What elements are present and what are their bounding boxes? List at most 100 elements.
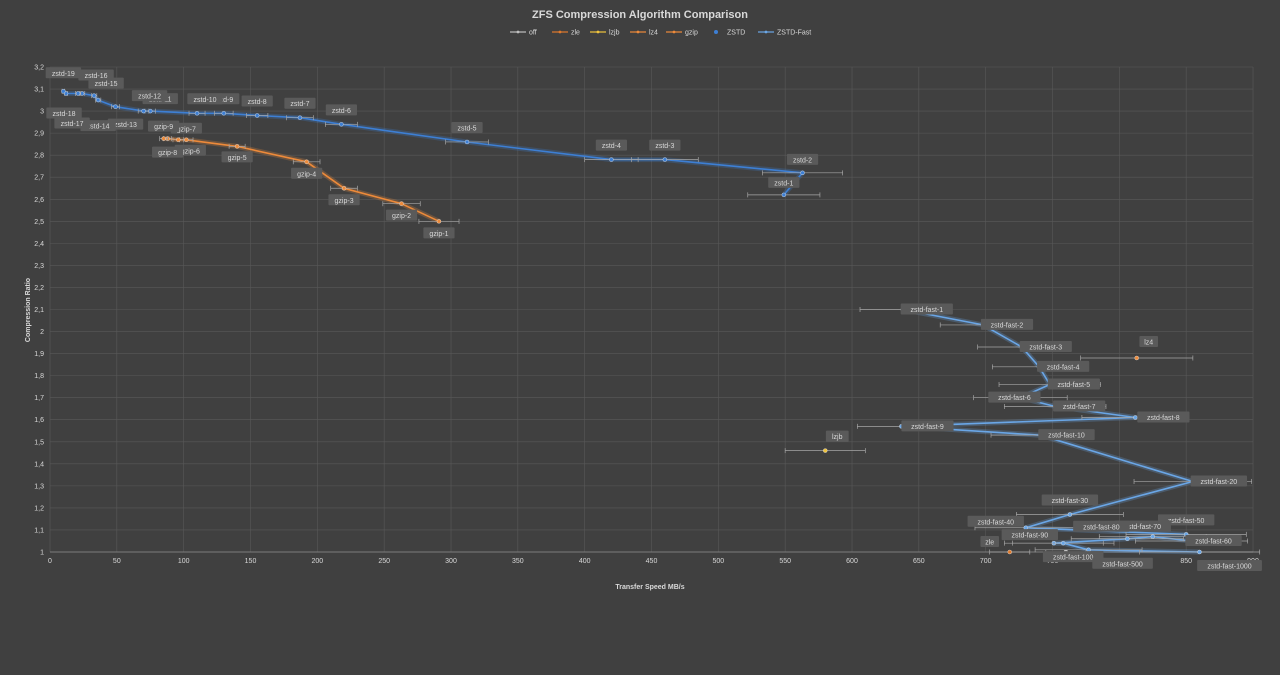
data-label-text: zstd-10 <box>194 97 217 104</box>
y-tick-label: 1,8 <box>34 373 44 380</box>
data-point <box>1150 534 1155 539</box>
data-label-text: zle <box>985 540 994 547</box>
legend-label: ZSTD-Fast <box>777 30 811 37</box>
legend-marker <box>764 30 768 34</box>
legend-label: lzjb <box>609 30 620 37</box>
data-label-text: gzip-6 <box>181 148 200 155</box>
x-tick-label: 100 <box>178 558 190 565</box>
data-label: zstd-fast-50 <box>1157 514 1215 526</box>
data-label-text: zstd-fast-1 <box>910 307 943 314</box>
data-point <box>113 104 118 109</box>
data-point <box>75 91 81 96</box>
data-label: zstd-5 <box>451 121 483 133</box>
data-label-text: zstd-6 <box>332 108 351 115</box>
data-point <box>1023 525 1028 530</box>
data-label: gzip-8 <box>152 146 184 158</box>
data-label-box <box>1185 534 1242 546</box>
data-label-box <box>649 139 681 151</box>
data-label-text: gzip-8 <box>158 150 177 157</box>
data-label-box <box>1139 336 1159 347</box>
data-point <box>823 448 828 453</box>
data-label: zstd-1 <box>768 176 800 188</box>
data-label-box <box>325 104 357 116</box>
data-label-text: zstd-12 <box>138 94 161 101</box>
data-label: zstd-fast-500 <box>1092 557 1153 569</box>
data-label-text: zstd-fast-5 <box>1057 382 1090 389</box>
data-point <box>800 170 805 176</box>
x-tick-label: 200 <box>311 558 323 565</box>
data-label-box <box>291 167 323 179</box>
data-label-text: zstd-8 <box>248 99 267 106</box>
data-label: zle <box>980 536 1000 547</box>
data-label-text: zstd-fast-10 <box>1048 433 1085 440</box>
data-label-text: zstd-5 <box>458 125 477 132</box>
legend-item-zstd-fast: ZSTD-Fast <box>758 30 811 37</box>
data-label: zstd-7 <box>284 97 316 109</box>
data-label: gzip-9 <box>148 120 180 132</box>
data-point <box>1060 540 1066 546</box>
data-label: zstd-19 <box>45 67 82 79</box>
data-label-box <box>1038 429 1095 441</box>
series-zstd <box>61 88 843 198</box>
data-label-text: zstd-16 <box>85 73 108 80</box>
x-tick-label: 150 <box>245 558 257 565</box>
data-label-text: zstd-fast-70 <box>1124 524 1161 531</box>
data-label-box <box>423 227 455 239</box>
data-label-box <box>78 69 114 81</box>
data-label-box <box>595 139 627 151</box>
data-label-text: zstd-2 <box>793 157 812 164</box>
data-label-box <box>148 120 180 132</box>
data-label-box <box>451 121 483 133</box>
data-label-text: zstd-1 <box>774 180 793 187</box>
x-tick-label: 600 <box>846 558 858 565</box>
data-label-text: zstd-fast-60 <box>1195 538 1232 545</box>
data-label: zstd-18 <box>46 107 82 119</box>
x-tick-label: 50 <box>113 558 121 565</box>
data-label: gzip-2 <box>385 209 418 221</box>
data-point <box>141 108 146 114</box>
x-tick-label: 500 <box>712 558 724 565</box>
data-label-text: zstd-3 <box>655 143 674 150</box>
series-lz4 <box>1080 355 1194 361</box>
data-label-box <box>988 391 1041 403</box>
data-label-text: zstd-fast-50 <box>1168 518 1205 525</box>
data-label-text: gzip-7 <box>177 126 196 133</box>
series-gzip <box>159 136 460 224</box>
data-label-text: zstd-fast-500 <box>1102 561 1143 568</box>
data-label: gzip-3 <box>328 194 360 206</box>
y-tick-label: 2,3 <box>34 263 44 270</box>
series-glow <box>61 89 805 197</box>
x-axis-label: Transfer Speed MB/s <box>615 584 684 591</box>
y-tick-label: 2,2 <box>34 285 44 292</box>
data-label-text: zstd-fast-8 <box>1147 415 1180 422</box>
data-label-text: zstd-fast-7 <box>1063 404 1096 411</box>
data-point <box>1134 355 1139 361</box>
data-label: zstd-fast-80 <box>1073 520 1130 532</box>
legend-marker <box>596 30 600 34</box>
data-label-text: zstd-fast-90 <box>1012 533 1049 540</box>
data-label: zstd-fast-3 <box>1019 340 1072 352</box>
data-label-box <box>1190 475 1248 487</box>
x-tick-label: 400 <box>579 558 591 565</box>
legend-marker <box>636 30 640 34</box>
data-label-text: gzip-1 <box>429 231 448 238</box>
y-tick-label: 2,7 <box>34 175 44 182</box>
series-line <box>62 90 804 196</box>
data-label: zstd-8 <box>241 95 273 107</box>
x-tick-label: 850 <box>1180 558 1192 565</box>
data-label: zstd-fast-2 <box>980 318 1034 330</box>
data-label-text: gzip-5 <box>228 155 247 162</box>
data-point <box>1067 512 1073 517</box>
data-label: zstd-fast-20 <box>1190 475 1248 487</box>
data-label-text: zstd-18 <box>53 111 76 118</box>
data-label: zstd-fast-4 <box>1037 360 1090 372</box>
data-point <box>464 139 470 145</box>
data-label-box <box>221 151 253 163</box>
data-label-text: zstd-4 <box>602 143 621 150</box>
data-label-box <box>1197 560 1262 571</box>
x-tick-label: 300 <box>445 558 457 565</box>
data-point <box>781 192 787 198</box>
data-label: lz4 <box>1139 336 1159 347</box>
data-label-text: zstd-fast-6 <box>998 395 1031 402</box>
